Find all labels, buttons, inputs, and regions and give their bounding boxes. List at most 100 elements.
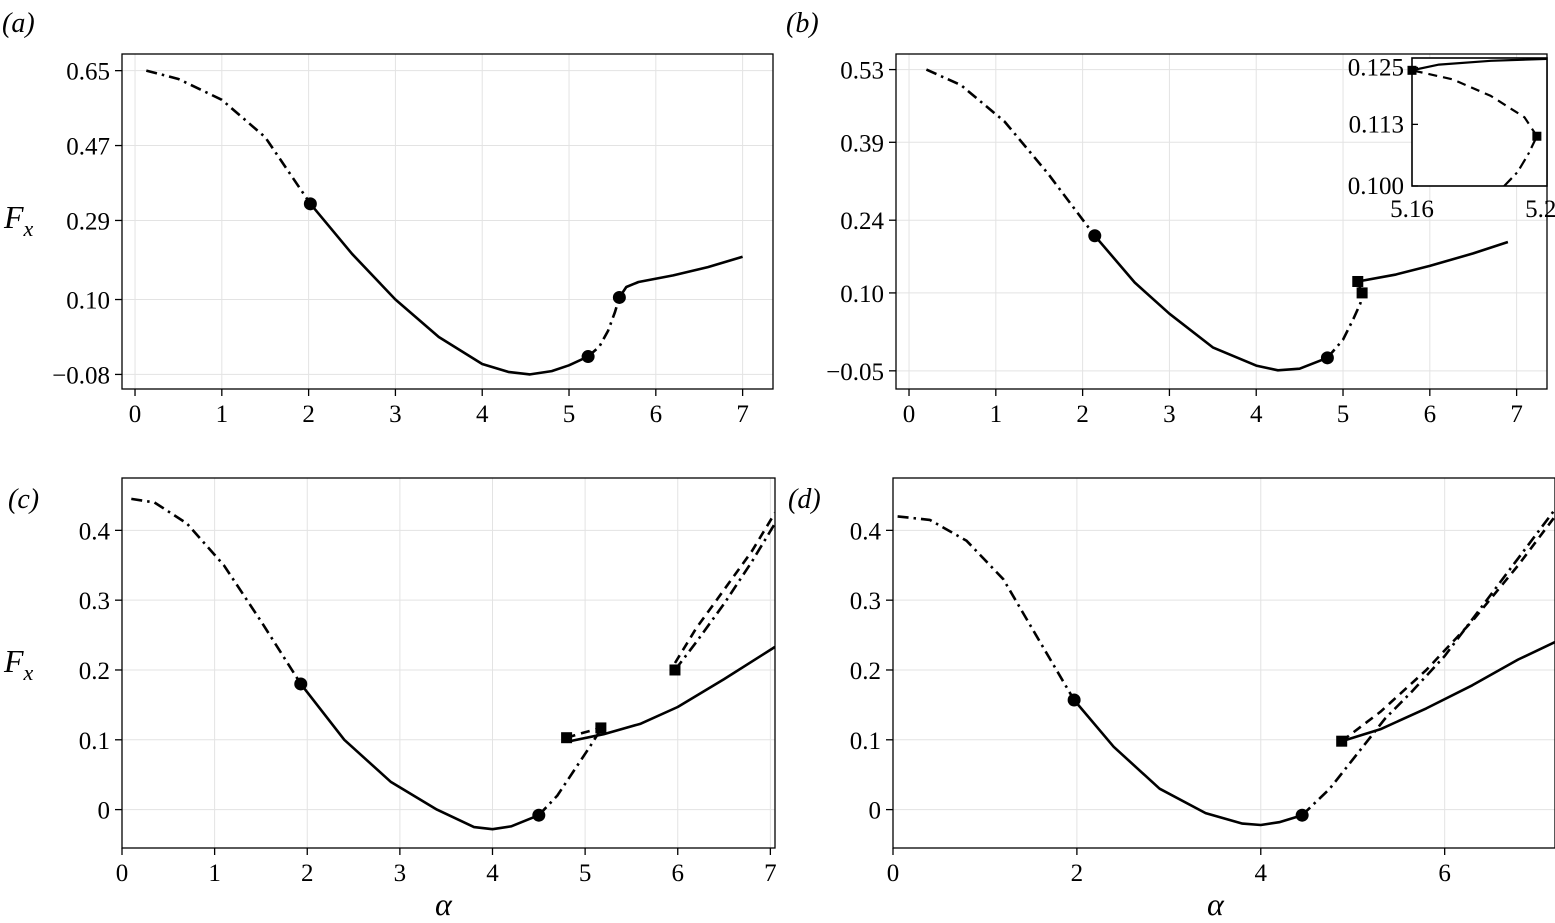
x-tick-label-b-5: 5: [1337, 401, 1350, 428]
y-tick-label-c-2: 0.2: [79, 658, 110, 685]
y-tick-label-a-0: −0.08: [52, 362, 110, 389]
x-tick-label-c-5: 5: [579, 860, 592, 887]
x-tick-label-b-4: 4: [1250, 401, 1263, 428]
inset-series-dashdot-b-0: [1503, 135, 1538, 186]
inset-y-tick-1: 0.113: [1349, 111, 1404, 138]
panel-c: (c) Fx α 0 1 2 3 4 5 6 7 0 0.1 0.2 0.3 0.4: [3, 477, 777, 922]
x-tick-label-c-2: 2: [301, 860, 314, 887]
x-tick-label-c-0: 0: [116, 860, 129, 887]
x-tick-label-d-1: 2: [1071, 860, 1084, 887]
inset-series-solid-b-2: [1412, 58, 1547, 72]
plot-frame-d: [892, 477, 1555, 849]
panel-b: (b) 0 1 2 3 4 5 6 7 −0.05 0.10 0.24 0.39 0.53 5.16 5.2…: [786, 8, 1555, 428]
panel-label-a: (a): [2, 8, 35, 39]
series-solid-c-4: [566, 645, 775, 744]
y-axis-label-a: Fx: [3, 199, 34, 241]
series-dashed-c-5: [673, 512, 775, 664]
inset-x-tick-0: 5.16: [1390, 196, 1434, 223]
x-tick-label-a-2: 2: [302, 401, 315, 428]
marker-circle-d-0: [1067, 693, 1081, 707]
x-tick-label-d-2: 4: [1255, 860, 1268, 887]
marker-circle-a-1: [581, 350, 595, 364]
y-tick-label-c-0: 0: [98, 798, 111, 825]
panel-label-d: (d): [788, 484, 821, 515]
y-tick-label-d-3: 0.3: [850, 588, 881, 615]
y-tick-label-b-2: 0.24: [840, 208, 884, 235]
series-group-d: [897, 508, 1555, 827]
marker-circle-a-2: [612, 290, 626, 304]
x-axis-label-d: α: [1207, 886, 1225, 922]
x-tick-label-c-1: 1: [208, 860, 221, 887]
y-tick-label-b-3: 0.39: [840, 130, 884, 157]
x-tick-label-d-3: 6: [1438, 860, 1451, 887]
marker-circle-a-0: [303, 197, 317, 211]
plot-frame-c: [121, 477, 776, 849]
panel-d: (d) α 0 2 4 6 0 0.1 0.2 0.3 0.4: [788, 477, 1555, 922]
marker-square-c-4: [669, 664, 681, 676]
marker-square-c-2: [561, 732, 573, 744]
series-group-b: [925, 68, 1509, 372]
series-dashed-d-3: [1340, 515, 1555, 743]
y-axis-label-c: Fx: [3, 643, 34, 685]
y-tick-label-d-0: 0: [869, 798, 882, 825]
x-tick-label-b-7: 7: [1510, 401, 1523, 428]
marker-circle-c-1: [532, 808, 546, 822]
inset-x-tick-1: 5.22: [1525, 196, 1555, 223]
series-dashdot-c-0: [131, 497, 302, 685]
y-tick-label-d-4: 0.4: [850, 518, 882, 545]
y-tick-label-a-2: 0.29: [66, 208, 110, 235]
series-solid-b-4: [1357, 240, 1509, 283]
series-dashdot-d-2: [1301, 508, 1555, 817]
y-tick-label-d-2: 0.2: [850, 658, 881, 685]
y-tick-label-b-4: 0.53: [840, 58, 884, 85]
x-tick-label-a-0: 0: [129, 401, 142, 428]
series-dashdot-c-6: [673, 522, 775, 671]
panel-label-b: (b): [786, 8, 819, 39]
x-tick-label-c-6: 6: [671, 860, 684, 887]
marker-square-b-2: [1352, 275, 1364, 287]
marker-circle-b-1: [1320, 351, 1334, 365]
x-tick-label-c-3: 3: [394, 860, 407, 887]
marker-square-d-2: [1336, 735, 1348, 747]
series-solid-d-4: [1341, 640, 1555, 743]
series-solid-b-1: [1093, 234, 1328, 372]
x-tick-label-b-6: 6: [1424, 401, 1437, 428]
y-tick-label-d-1: 0.1: [850, 728, 881, 755]
y-tick-label-a-1: 0.10: [66, 288, 110, 315]
y-tick-label-a-3: 0.47: [66, 134, 110, 161]
plot-frame-b: [895, 53, 1548, 390]
y-tick-label-c-3: 0.3: [79, 588, 110, 615]
panel-label-c: (c): [8, 484, 39, 515]
inset-y-tick-0: 0.100: [1348, 173, 1404, 200]
series-dashdot-a-0: [145, 69, 312, 205]
x-tick-label-b-0: 0: [903, 401, 916, 428]
series-dashdot-d-0: [897, 515, 1076, 701]
inset-marker-square-b-1: [1532, 131, 1542, 141]
marker-circle-b-0: [1088, 229, 1102, 243]
series-group-a: [145, 69, 743, 376]
x-axis-label-c: α: [435, 886, 453, 922]
series-dashdot-b-0: [925, 68, 1096, 237]
x-tick-label-d-0: 0: [887, 860, 900, 887]
series-dashdot-a-2: [587, 297, 621, 358]
inset-series-group-b: [1412, 58, 1547, 186]
x-tick-label-a-7: 7: [736, 401, 749, 428]
series-solid-c-1: [299, 683, 540, 831]
marker-circle-d-1: [1295, 808, 1309, 822]
y-tick-label-b-1: 0.10: [840, 281, 884, 308]
series-solid-a-3: [618, 255, 743, 299]
x-tick-label-c-7: 7: [764, 860, 777, 887]
inset-plot-frame-b: [1411, 57, 1548, 187]
y-tick-label-b-0: −0.05: [826, 359, 884, 386]
inset-plot: 5.16 5.22 0.100 0.113 0.125: [1348, 54, 1555, 223]
inset-background: [1412, 58, 1547, 186]
x-tick-label-a-3: 3: [389, 401, 402, 428]
series-group-c: [131, 497, 775, 831]
x-tick-label-b-3: 3: [1163, 401, 1176, 428]
panel-a: (a) Fx 0 1 2 3 4 5 6 7 −0.08 0.10 0.29 0.47 0.65: [2, 8, 774, 428]
series-dashdot-b-2: [1326, 292, 1364, 359]
series-solid-d-1: [1073, 699, 1303, 827]
x-tick-label-a-4: 4: [476, 401, 489, 428]
marker-square-c-3: [595, 722, 607, 734]
